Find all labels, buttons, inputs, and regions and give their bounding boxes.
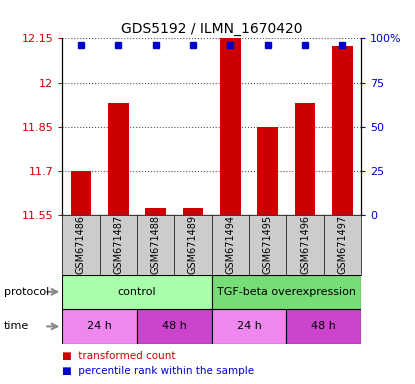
- Bar: [212, 275, 361, 309]
- Bar: [295, 103, 315, 215]
- Text: GSM671489: GSM671489: [188, 215, 198, 274]
- Bar: [332, 46, 353, 215]
- Text: TGF-beta overexpression: TGF-beta overexpression: [217, 287, 356, 297]
- Bar: [286, 309, 361, 344]
- Bar: [71, 171, 91, 215]
- Text: GSM671488: GSM671488: [151, 215, 161, 274]
- Text: GSM671486: GSM671486: [76, 215, 86, 274]
- Text: ■  transformed count: ■ transformed count: [62, 351, 176, 361]
- Text: GSM671487: GSM671487: [113, 215, 123, 274]
- Bar: [62, 309, 137, 344]
- Text: 48 h: 48 h: [162, 321, 187, 331]
- Text: GSM671495: GSM671495: [263, 215, 273, 274]
- Text: GSM671496: GSM671496: [300, 215, 310, 274]
- Bar: [145, 208, 166, 215]
- Text: 24 h: 24 h: [87, 321, 112, 331]
- Text: 24 h: 24 h: [237, 321, 261, 331]
- Text: GSM671497: GSM671497: [337, 215, 347, 274]
- Text: GSM671494: GSM671494: [225, 215, 235, 274]
- Bar: [212, 309, 286, 344]
- Text: time: time: [4, 321, 29, 331]
- Bar: [257, 127, 278, 215]
- Bar: [62, 275, 212, 309]
- Text: 48 h: 48 h: [311, 321, 336, 331]
- Bar: [220, 38, 241, 215]
- Bar: [108, 103, 129, 215]
- Text: control: control: [117, 287, 156, 297]
- Bar: [183, 208, 203, 215]
- Bar: [137, 309, 212, 344]
- Title: GDS5192 / ILMN_1670420: GDS5192 / ILMN_1670420: [121, 22, 303, 36]
- Text: protocol: protocol: [4, 287, 49, 297]
- Text: ■  percentile rank within the sample: ■ percentile rank within the sample: [62, 366, 254, 376]
